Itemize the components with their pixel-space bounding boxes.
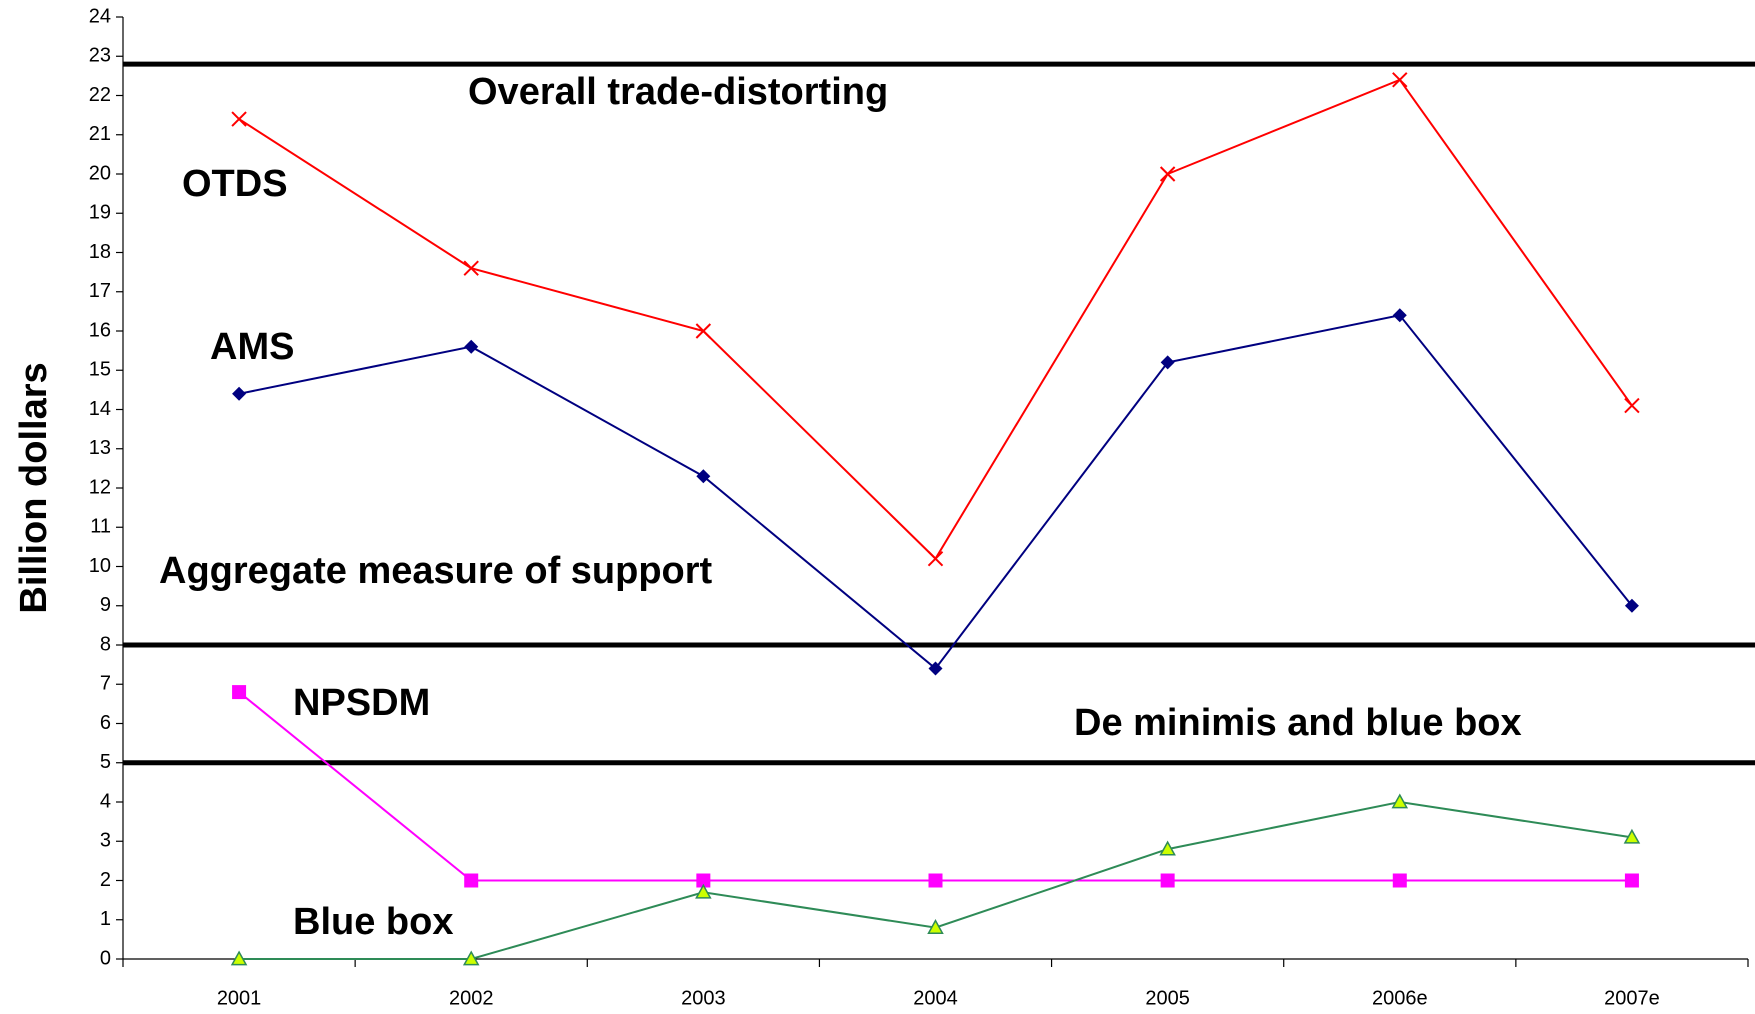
marker (232, 386, 247, 401)
y-tick-label: 14 (89, 398, 111, 420)
y-tick-label: 22 (89, 84, 111, 106)
x-tick-label: 2001 (217, 987, 262, 1009)
series-line (238, 314, 1633, 670)
y-tick-label: 21 (89, 123, 111, 145)
y-tick-label: 20 (89, 162, 111, 184)
marker (1160, 355, 1175, 370)
series-label: Blue box (293, 901, 453, 943)
marker (696, 469, 711, 484)
y-tick-label: 12 (89, 476, 111, 498)
marker (1624, 873, 1639, 888)
x-tick-label: 2004 (913, 987, 958, 1009)
x-tick-label: 2006e (1372, 987, 1428, 1009)
y-tick-label: 17 (89, 280, 111, 302)
y-tick-label: 23 (89, 45, 111, 67)
y-axis-title: Billion dollars (13, 362, 55, 613)
y-tick-label: 3 (100, 830, 111, 852)
y-tick-label: 18 (89, 241, 111, 263)
marker (1160, 873, 1175, 888)
y-tick-label: 15 (89, 359, 111, 381)
y-tick-label: 19 (89, 202, 111, 224)
y-tick-label: 5 (100, 751, 111, 773)
y-tick-label: 11 (90, 516, 111, 538)
marker (1391, 793, 1409, 809)
y-tick-label: 6 (100, 712, 111, 734)
marker (1392, 308, 1407, 323)
y-tick-label: 13 (89, 437, 111, 459)
y-tick-label: 10 (89, 555, 111, 577)
x-tick-label: 2005 (1145, 987, 1190, 1009)
marker (1159, 166, 1176, 182)
y-tick-label: 0 (100, 947, 111, 969)
series-label: AMS (210, 326, 294, 368)
y-tick-label: 2 (100, 869, 111, 891)
marker (695, 883, 712, 899)
y-tick-label: 4 (100, 790, 111, 812)
y-tick-label: 16 (89, 319, 111, 341)
annotation: Aggregate measure of support (159, 550, 713, 592)
marker (232, 685, 247, 700)
marker (463, 260, 479, 276)
marker (231, 111, 247, 127)
marker (1159, 840, 1176, 856)
marker (462, 950, 480, 966)
marker (1624, 598, 1639, 613)
marker (230, 950, 248, 966)
annotation: De minimis and blue box (1074, 702, 1522, 744)
marker (927, 550, 944, 567)
series-label: NPSDM (293, 682, 430, 724)
marker (928, 873, 943, 888)
marker (696, 873, 711, 888)
marker (695, 323, 712, 339)
x-tick-label: 2003 (681, 987, 726, 1009)
y-tick-label: 1 (100, 908, 111, 930)
marker (1624, 397, 1640, 414)
annotation: Overall trade-distorting (468, 71, 888, 113)
x-tick-label: 2002 (449, 987, 494, 1009)
x-tick-label: 2007e (1604, 987, 1660, 1009)
marker (1392, 873, 1407, 888)
marker (464, 873, 479, 888)
marker (1392, 72, 1408, 88)
marker (927, 919, 944, 934)
marker (464, 339, 479, 354)
y-tick-label: 24 (89, 5, 111, 27)
y-tick-label: 8 (100, 633, 111, 655)
y-tick-label: 9 (100, 594, 111, 616)
series-label: OTDS (182, 163, 288, 205)
marker (1623, 828, 1641, 844)
y-tick-label: 7 (100, 673, 111, 695)
marker (928, 661, 943, 676)
series-line (238, 78, 1633, 561)
